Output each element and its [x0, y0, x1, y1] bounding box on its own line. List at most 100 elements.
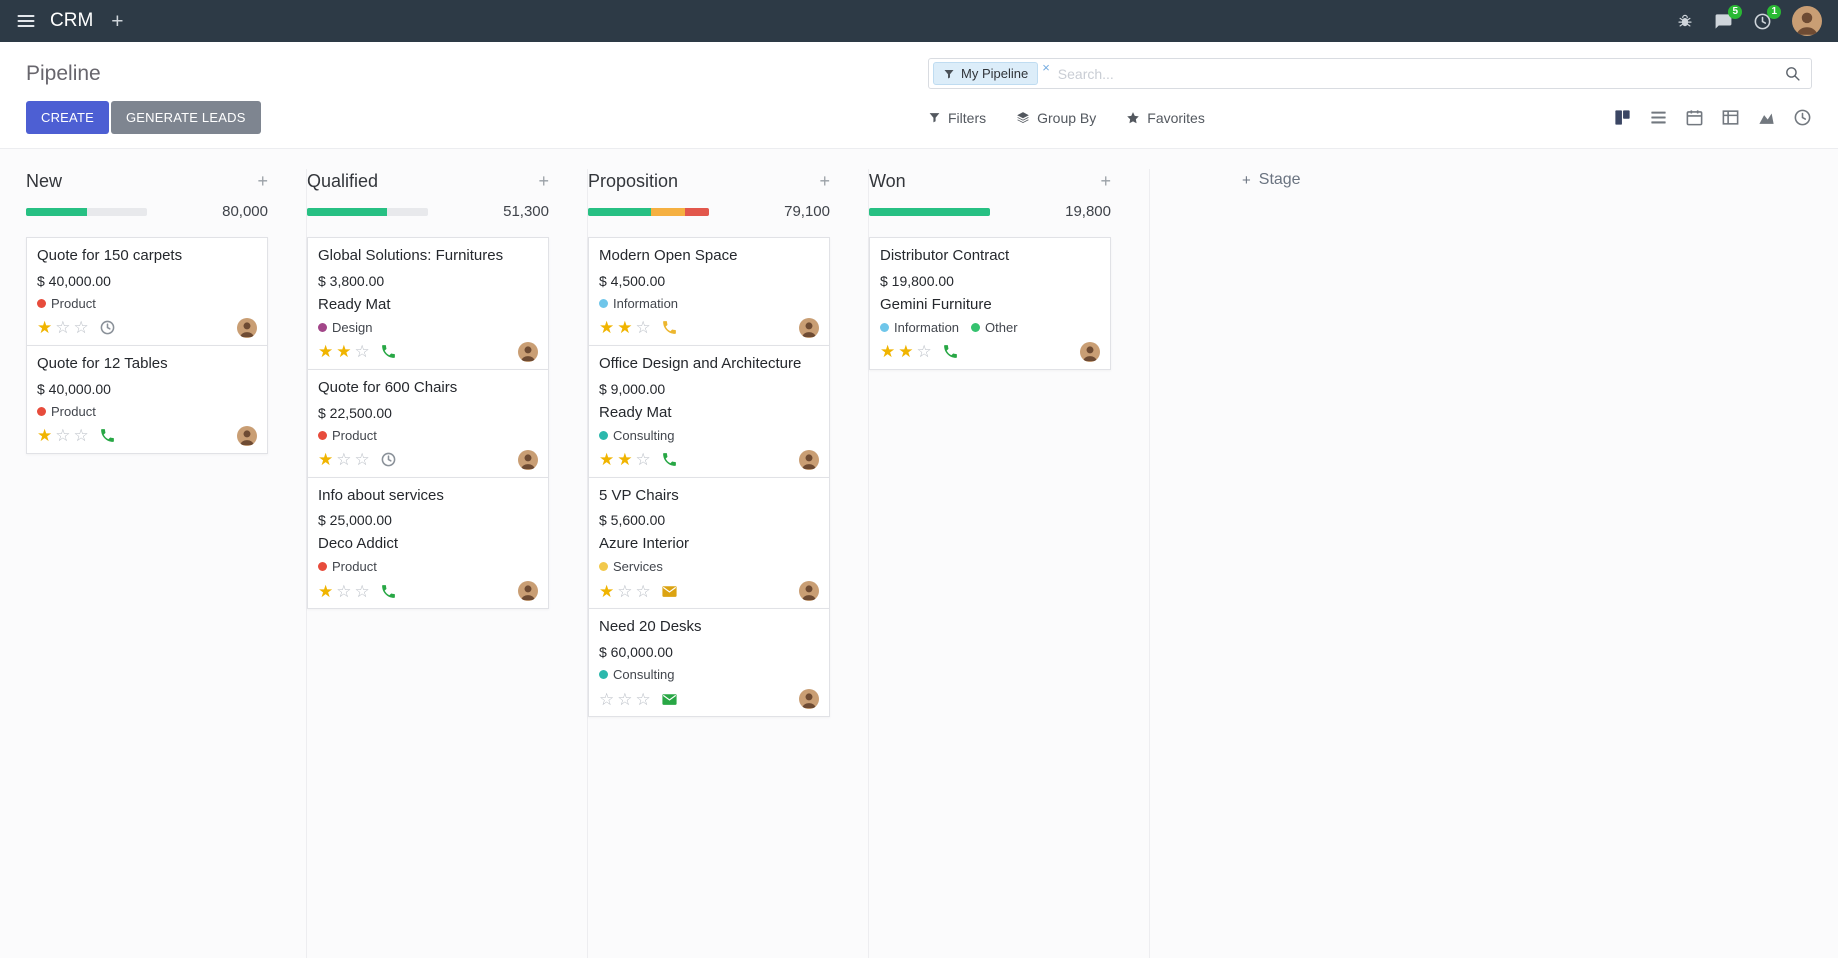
- messages-icon[interactable]: 5: [1714, 4, 1742, 31]
- progress-segment[interactable]: [307, 207, 387, 216]
- card-avatar[interactable]: [799, 317, 819, 338]
- apps-menu-icon[interactable]: [16, 11, 36, 31]
- priority-star[interactable]: ☆: [73, 318, 89, 338]
- facet-remove-icon[interactable]: ×: [1042, 60, 1050, 75]
- priority-stars[interactable]: ★ ☆ ☆: [318, 583, 373, 600]
- kanban-view-button[interactable]: [1613, 108, 1632, 127]
- kanban-card[interactable]: Need 20 Desks $ 60,000.00 Consulting ☆ ☆ ☆: [588, 608, 830, 717]
- add-stage[interactable]: + Stage: [1242, 171, 1301, 189]
- activity-view-button[interactable]: [1793, 108, 1812, 127]
- priority-star[interactable]: ☆: [55, 318, 71, 338]
- kanban-card[interactable]: Quote for 600 Chairs $ 22,500.00 Product…: [307, 368, 549, 478]
- priority-star[interactable]: ☆: [617, 689, 633, 709]
- filters-menu[interactable]: Filters: [928, 110, 986, 126]
- priority-stars[interactable]: ★ ☆ ☆: [37, 427, 92, 444]
- list-view-button[interactable]: [1649, 108, 1668, 127]
- priority-star[interactable]: ★: [37, 318, 53, 338]
- column-progress-bar[interactable]: [588, 207, 709, 216]
- column-title[interactable]: New: [26, 170, 63, 191]
- priority-star[interactable]: ★: [880, 342, 896, 362]
- phone-activity-icon[interactable]: [942, 343, 959, 360]
- priority-star[interactable]: ★: [318, 342, 334, 362]
- debug-icon[interactable]: [1676, 12, 1694, 30]
- search-facet[interactable]: My Pipeline: [933, 62, 1039, 85]
- phone-activity-icon[interactable]: [99, 427, 116, 444]
- priority-star[interactable]: ☆: [916, 342, 932, 362]
- create-button[interactable]: CREATE: [26, 101, 109, 134]
- progress-segment[interactable]: [26, 207, 87, 216]
- priority-star[interactable]: ☆: [617, 581, 633, 601]
- card-avatar[interactable]: [518, 449, 538, 470]
- priority-star[interactable]: ★: [898, 342, 914, 362]
- phone-activity-icon[interactable]: [661, 451, 678, 468]
- priority-star[interactable]: ★: [599, 450, 615, 469]
- priority-star[interactable]: ☆: [635, 689, 651, 709]
- kanban-card[interactable]: Modern Open Space $ 4,500.00 Information…: [588, 237, 830, 346]
- priority-stars[interactable]: ★ ☆ ☆: [599, 583, 654, 600]
- progress-segment[interactable]: [588, 207, 651, 216]
- fold-column-plus[interactable]: +: [538, 171, 549, 191]
- mail-activity-icon[interactable]: [661, 583, 678, 600]
- priority-star[interactable]: ★: [617, 318, 633, 338]
- app-name[interactable]: CRM: [50, 10, 94, 31]
- priority-stars[interactable]: ☆ ☆ ☆: [599, 691, 654, 708]
- priority-star[interactable]: ☆: [55, 426, 71, 445]
- mail-activity-icon[interactable]: [661, 691, 678, 708]
- kanban-card[interactable]: Office Design and Architecture $ 9,000.0…: [588, 344, 830, 478]
- kanban-card[interactable]: Quote for 12 Tables $ 40,000.00 Product …: [26, 344, 268, 454]
- graph-view-button[interactable]: [1757, 108, 1776, 127]
- favorites-menu[interactable]: Favorites: [1126, 110, 1205, 126]
- search-bar[interactable]: My Pipeline ×: [928, 58, 1812, 89]
- phone-activity-icon[interactable]: [380, 583, 397, 600]
- card-avatar[interactable]: [799, 689, 819, 709]
- generate-leads-button[interactable]: GENERATE LEADS: [110, 101, 261, 134]
- priority-star[interactable]: ☆: [635, 450, 651, 469]
- priority-star[interactable]: ★: [318, 581, 334, 601]
- kanban-card[interactable]: 5 VP Chairs $ 5,600.00 Azure Interior Se…: [588, 476, 830, 610]
- fold-column-plus[interactable]: +: [1100, 171, 1111, 191]
- priority-star[interactable]: ☆: [635, 581, 651, 601]
- pivot-view-button[interactable]: [1721, 108, 1740, 127]
- fold-column-plus[interactable]: +: [819, 171, 830, 191]
- card-avatar[interactable]: [518, 341, 538, 362]
- progress-segment[interactable]: [684, 207, 709, 216]
- phone-activity-icon[interactable]: [661, 319, 678, 336]
- priority-star[interactable]: ★: [599, 581, 615, 601]
- activities-icon[interactable]: 1: [1753, 4, 1781, 31]
- priority-stars[interactable]: ★ ★ ☆: [599, 319, 654, 336]
- column-progress-bar[interactable]: [869, 207, 990, 216]
- kanban-card[interactable]: Info about services $ 25,000.00 Deco Add…: [307, 476, 549, 610]
- card-avatar[interactable]: [1080, 341, 1100, 362]
- column-title[interactable]: Qualified: [307, 170, 379, 191]
- group-by-menu[interactable]: Group By: [1016, 110, 1096, 126]
- priority-star[interactable]: ★: [318, 450, 334, 469]
- priority-star[interactable]: ☆: [354, 342, 370, 362]
- priority-star[interactable]: ★: [336, 342, 352, 362]
- priority-stars[interactable]: ★ ★ ☆: [880, 343, 935, 360]
- card-avatar[interactable]: [799, 449, 819, 470]
- priority-star[interactable]: ★: [37, 426, 53, 445]
- priority-stars[interactable]: ★ ☆ ☆: [37, 319, 92, 336]
- column-title[interactable]: Proposition: [588, 170, 679, 191]
- quick-add-icon[interactable]: +: [111, 9, 124, 33]
- priority-star[interactable]: ☆: [336, 581, 352, 601]
- progress-segment[interactable]: [869, 207, 990, 216]
- column-title[interactable]: Won: [869, 170, 906, 191]
- search-icon[interactable]: [1784, 65, 1801, 82]
- calendar-view-button[interactable]: [1685, 108, 1704, 127]
- fold-column-plus[interactable]: +: [257, 171, 268, 191]
- card-avatar[interactable]: [237, 425, 257, 446]
- card-avatar[interactable]: [237, 317, 257, 338]
- phone-activity-icon[interactable]: [380, 343, 397, 360]
- column-progress-bar[interactable]: [26, 207, 147, 216]
- search-input[interactable]: [1049, 65, 1784, 82]
- priority-stars[interactable]: ★ ☆ ☆: [318, 451, 373, 468]
- priority-stars[interactable]: ★ ★ ☆: [599, 451, 654, 468]
- priority-star[interactable]: ☆: [336, 450, 352, 469]
- progress-segment[interactable]: [650, 207, 685, 216]
- card-avatar[interactable]: [518, 581, 538, 602]
- kanban-card[interactable]: Quote for 150 carpets $ 40,000.00 Produc…: [26, 237, 268, 346]
- card-avatar[interactable]: [799, 581, 819, 602]
- user-avatar[interactable]: [1792, 6, 1822, 36]
- priority-star[interactable]: ★: [599, 318, 615, 338]
